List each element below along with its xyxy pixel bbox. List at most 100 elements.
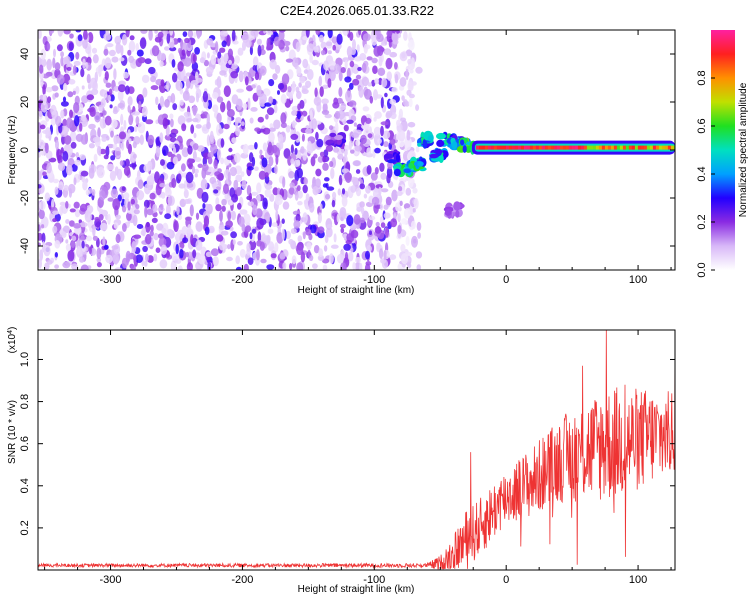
spectrogram-cell bbox=[306, 43, 315, 53]
spectrogram-cell bbox=[69, 33, 74, 39]
spectrogram-cell bbox=[240, 171, 245, 178]
signal-band-core bbox=[601, 145, 606, 150]
signal-band-core bbox=[589, 145, 594, 150]
spectrogram-cell bbox=[374, 147, 381, 154]
signal-band-core bbox=[547, 145, 552, 150]
spectrogram-cell bbox=[334, 110, 341, 120]
spectrogram-cell bbox=[256, 38, 262, 46]
spectrogram-cell bbox=[52, 225, 58, 234]
spectrogram-cell bbox=[266, 234, 271, 244]
spectrogram-cell bbox=[327, 78, 332, 88]
spectrogram-cell bbox=[175, 243, 179, 255]
spectrogram-cell bbox=[192, 165, 195, 174]
spectrogram-cell bbox=[391, 86, 398, 93]
spectrogram-cell bbox=[235, 117, 239, 129]
spectrogram-cell bbox=[301, 133, 305, 142]
spectrogram-cell bbox=[169, 30, 174, 36]
signal-band-core bbox=[499, 145, 504, 150]
signal-band-core bbox=[628, 145, 633, 150]
signal-band-core bbox=[532, 145, 537, 150]
signal-band-core bbox=[511, 145, 516, 150]
spectrogram-cell bbox=[155, 247, 161, 253]
spectrogram-cell bbox=[68, 188, 72, 198]
spectrogram-cell bbox=[417, 232, 421, 239]
spectrogram-cell bbox=[274, 147, 280, 158]
signal-band-core bbox=[613, 145, 618, 150]
spectrogram-cell bbox=[39, 249, 44, 261]
signal-band-core bbox=[550, 145, 555, 150]
spectrogram-cell bbox=[272, 73, 278, 80]
spectrogram-cell bbox=[331, 199, 336, 208]
spectrogram-cell bbox=[405, 49, 413, 57]
spectrogram-cell bbox=[333, 147, 340, 153]
spectrogram-blob bbox=[438, 154, 444, 164]
colorbar-tick-label: 0.6 bbox=[696, 118, 708, 133]
spectrogram-cell bbox=[307, 249, 311, 258]
spectrogram-cell bbox=[217, 51, 222, 59]
spectrogram-xtick-label: -300 bbox=[100, 274, 122, 286]
spectrogram-cell bbox=[261, 233, 267, 242]
snr-ytick-label: 0.4 bbox=[19, 478, 31, 493]
spectrogram-cell bbox=[65, 164, 73, 176]
spectrogram-cell bbox=[45, 142, 49, 154]
signal-band-core bbox=[544, 145, 549, 150]
spectrogram-cell bbox=[82, 39, 88, 49]
spectrogram-cell bbox=[54, 92, 59, 98]
spectrogram-cell bbox=[103, 244, 109, 250]
spectrogram-cell bbox=[41, 224, 45, 229]
spectrogram-cell bbox=[87, 31, 94, 44]
spectrogram-cell bbox=[150, 75, 157, 83]
spectrogram-cell bbox=[407, 121, 416, 128]
colorbar-label: Normalized spectral amplitude bbox=[738, 82, 749, 217]
spectrogram-cell bbox=[73, 102, 80, 114]
spectrogram-cell bbox=[361, 76, 370, 87]
spectrogram-cell bbox=[127, 201, 131, 211]
spectrogram-cell bbox=[252, 204, 258, 216]
spectrogram-cell bbox=[115, 233, 121, 244]
spectrogram-cell bbox=[343, 124, 349, 132]
signal-band-core bbox=[634, 145, 639, 150]
spectrogram-cell bbox=[126, 139, 130, 149]
spectrogram-cell bbox=[401, 95, 405, 101]
spectrogram-cell bbox=[367, 82, 372, 87]
spectrogram-cell bbox=[389, 51, 398, 58]
spectrogram-cell bbox=[313, 245, 320, 254]
spectrogram-cell bbox=[206, 37, 214, 46]
spectrogram-cell bbox=[73, 201, 80, 209]
spectrogram-cell bbox=[221, 40, 227, 48]
spectrogram-cell bbox=[137, 179, 144, 189]
spectrogram-cell bbox=[69, 131, 77, 142]
spectrogram-cell bbox=[130, 198, 135, 205]
spectrogram-blob bbox=[462, 145, 467, 153]
spectrogram-cell bbox=[106, 143, 115, 149]
signal-band-core bbox=[673, 145, 675, 150]
spectrogram-cell bbox=[216, 76, 222, 88]
spectrogram-ytick-label: 0 bbox=[19, 147, 31, 153]
spectrogram-cell bbox=[294, 191, 299, 201]
spectrogram-cell bbox=[110, 155, 116, 161]
spectrogram-cell bbox=[296, 111, 301, 120]
signal-band-core bbox=[658, 145, 663, 150]
spectrogram-blob bbox=[436, 132, 446, 140]
spectrogram-cell bbox=[177, 265, 183, 270]
spectrogram-cell bbox=[262, 127, 271, 135]
spectrogram-cell bbox=[194, 173, 198, 178]
spectrogram-cell bbox=[157, 31, 164, 39]
snr-frame bbox=[37, 329, 676, 571]
spectrogram-cell bbox=[125, 250, 131, 263]
spectrogram-cell bbox=[413, 198, 419, 210]
signal-band-core bbox=[520, 145, 525, 150]
spectrogram-cell bbox=[274, 164, 278, 175]
signal-band-core bbox=[655, 145, 660, 150]
spectrogram-cell bbox=[125, 85, 130, 95]
spectrogram-cell bbox=[366, 244, 372, 253]
spectrogram-cell bbox=[341, 188, 346, 195]
spectrogram-cell bbox=[406, 89, 412, 96]
spectrogram-cell bbox=[171, 59, 176, 68]
spectrogram-cell bbox=[72, 90, 76, 95]
signal-band-core bbox=[670, 145, 675, 150]
spectrogram-cell bbox=[210, 248, 219, 257]
signal-band-core bbox=[604, 145, 609, 150]
spectrogram-cell bbox=[185, 78, 191, 89]
